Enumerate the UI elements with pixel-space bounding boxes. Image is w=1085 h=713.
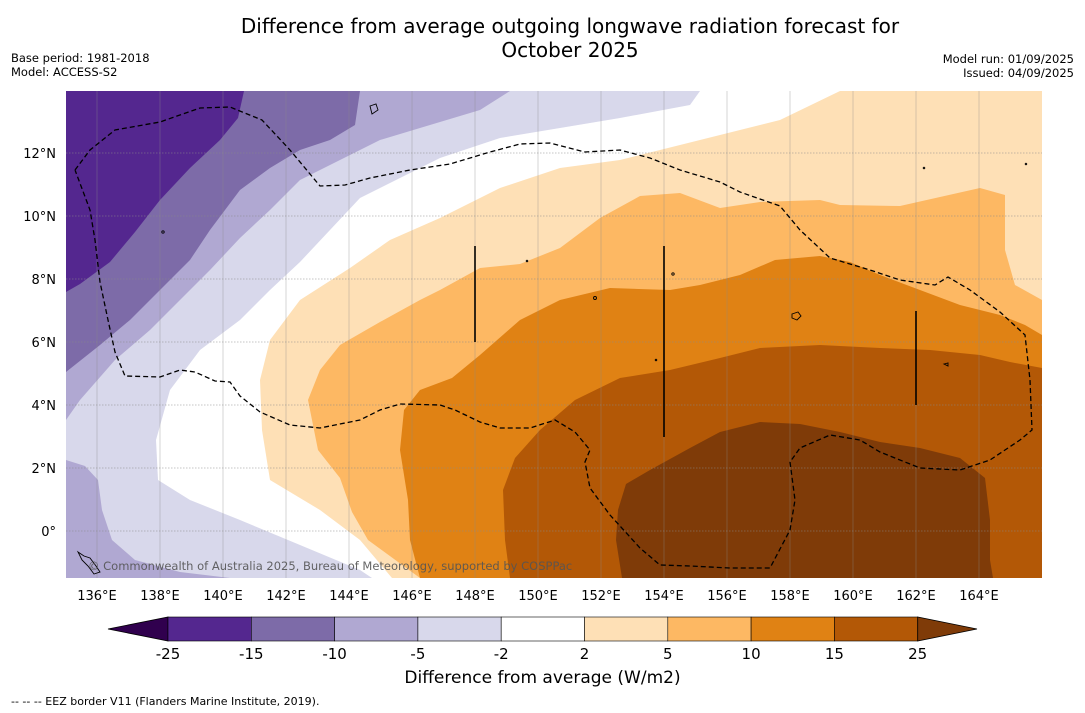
base-model-info: Base period: 1981-2018 Model: ACCESS-S2 [11, 51, 150, 79]
map-title: Difference from average outgoing longwav… [0, 14, 1085, 62]
lon-tick-label: 160°E [833, 589, 873, 604]
colorbar-tick-label: 5 [663, 645, 673, 663]
colorbar-extend-low [107, 616, 169, 642]
lon-tick-label: 164°E [959, 589, 999, 604]
island-dot-7 [1024, 162, 1028, 166]
map-meridians [96, 91, 980, 578]
lon-tick-label: 162°E [896, 589, 936, 604]
colorbar-segment [334, 616, 419, 642]
lon-tick-label: 154°E [644, 589, 684, 604]
islands [76, 103, 1028, 575]
lon-tick-label: 150°E [518, 589, 558, 604]
colorbar-tick-label: -25 [156, 645, 181, 663]
island-guam [369, 103, 379, 115]
island-dot-1 [161, 230, 165, 234]
eez-footnote: -- -- -- EEZ border V11 (Flanders Marine… [11, 695, 320, 708]
lon-tick-label: 146°E [392, 589, 432, 604]
map-plot-area [66, 91, 1042, 578]
lat-tick-label: 12°N [23, 147, 56, 162]
colorbar-tick-label: 2 [580, 645, 590, 663]
lat-tick-label: 10°N [23, 210, 56, 225]
colorbar-segment [584, 616, 669, 642]
island-pohnpei [791, 311, 802, 321]
lon-tick-label: 138°E [140, 589, 180, 604]
anomaly-band-neg15-to-neg25 [66, 91, 244, 292]
lon-tick-label: 158°E [770, 589, 810, 604]
colorbar-tick-label: 15 [825, 645, 844, 663]
colorbar-segment [167, 616, 252, 642]
lat-tick-label: 4°N [32, 399, 57, 414]
run-issue-info: Model run: 01/09/2025 Issued: 04/09/2025 [943, 52, 1074, 80]
colorbar-tick-label: -15 [239, 645, 264, 663]
island-palau [76, 550, 101, 575]
map-title-line-2: October 2025 [501, 38, 639, 62]
colorbar-segment [251, 616, 335, 642]
lon-tick-label: 148°E [455, 589, 495, 604]
colorbar-tick-label: -5 [410, 645, 425, 663]
colorbar-segment [500, 616, 585, 642]
lon-tick-label: 142°E [266, 589, 306, 604]
colorbar-segment [417, 616, 502, 642]
colorbar-segment [750, 616, 835, 642]
lon-tick-label: 144°E [329, 589, 369, 604]
eez-border-west [74, 106, 1033, 569]
eez-border [74, 106, 1033, 569]
island-dot-6 [922, 166, 926, 170]
lat-tick-label: 8°N [32, 273, 57, 288]
lon-tick-label: 152°E [581, 589, 621, 604]
lat-tick-labels: 0° 2°N 4°N 6°N 8°N 10°N 12°N [23, 147, 56, 540]
colorbar-extend-high [917, 616, 978, 642]
anomaly-band-neg5-to-neg10-south [66, 460, 230, 578]
colorbar-label: Difference from average (W/m2) [404, 668, 681, 688]
lon-tick-label: 136°E [77, 589, 117, 604]
issued-text: Issued: 04/09/2025 [963, 66, 1074, 80]
colorbar-segment [834, 616, 919, 642]
model-name-text: Model: ACCESS-S2 [11, 65, 118, 79]
island-dot-3 [671, 272, 675, 276]
colorbar-tick-label: 25 [908, 645, 927, 663]
base-period-text: Base period: 1981-2018 [11, 51, 150, 65]
lon-tick-labels: 136°E 138°E 140°E 142°E 144°E 146°E 148°E 150°E… [77, 589, 999, 604]
model-run-text: Model run: 01/09/2025 [942, 52, 1074, 66]
lon-tick-label: 140°E [203, 589, 243, 604]
colorbar-segment [667, 616, 752, 642]
lat-tick-label: 2°N [32, 462, 57, 477]
map-title-line-1: Difference from average outgoing longwav… [240, 14, 900, 38]
lon-tick-label: 156°E [707, 589, 747, 604]
colorbar: -25 -15 -10 -5 -2 2 5 10 15 25 [107, 616, 978, 663]
anomaly-band-over-25 [616, 422, 993, 578]
island-dot-4 [525, 259, 529, 263]
island-dot-5 [654, 358, 658, 362]
colorbar-tick-label: -10 [322, 645, 347, 663]
feature-lines [474, 246, 917, 437]
lat-tick-label: 0° [41, 525, 56, 540]
island-dot-2 [593, 296, 597, 300]
colorbar-tick-label: -2 [494, 645, 509, 663]
island-kosrae [942, 362, 949, 367]
map-gridlines [66, 152, 1042, 532]
lat-tick-label: 6°N [32, 336, 57, 351]
colorbar-tick-label: 10 [742, 645, 761, 663]
copyright-text: © Commonwealth of Australia 2025, Bureau… [88, 559, 572, 573]
